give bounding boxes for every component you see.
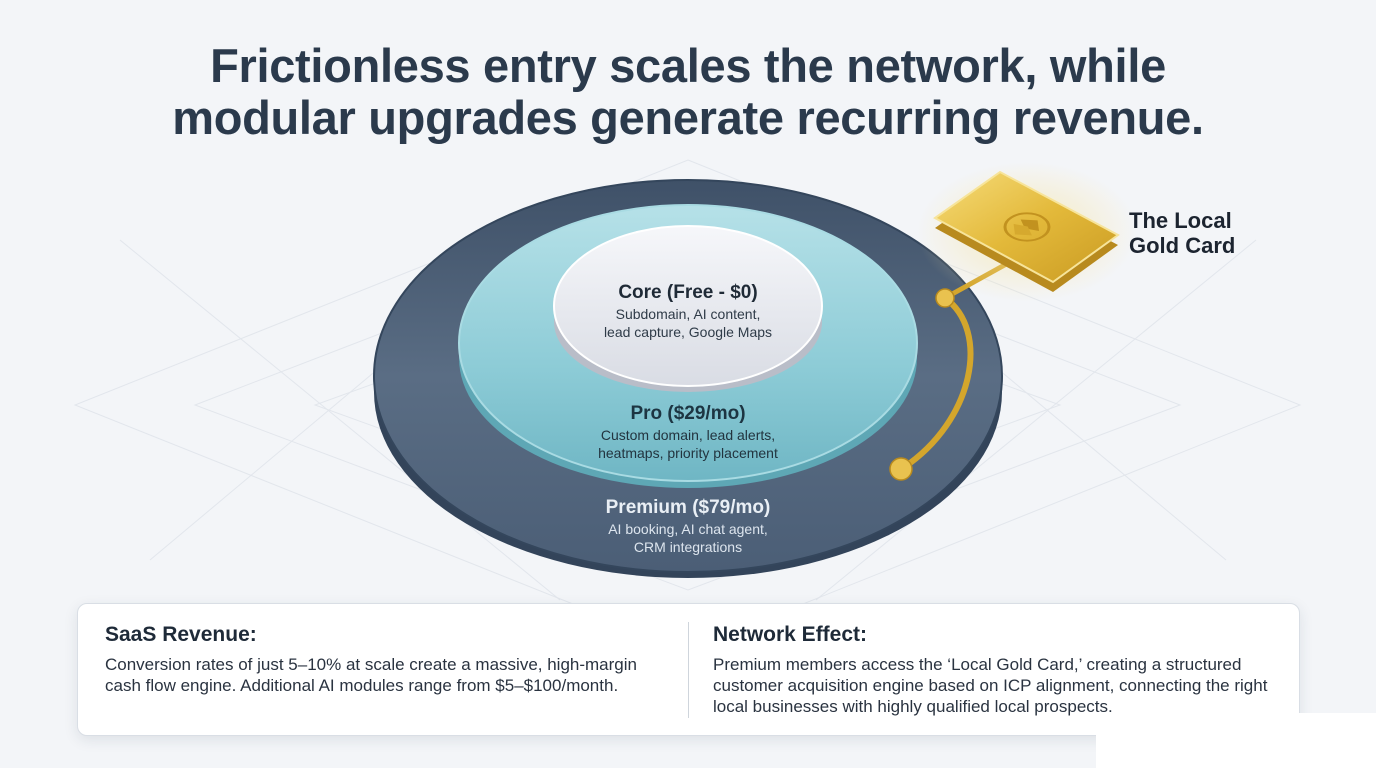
headline: Frictionless entry scales the network, w… xyxy=(0,40,1376,144)
network-effect-title: Network Effect: xyxy=(713,623,868,646)
core-tier-title: Core (Free - $0) xyxy=(618,282,758,303)
premium-tier-desc-line-1: AI booking, AI chat agent, xyxy=(608,521,768,537)
premium-tier-title: Premium ($79/mo) xyxy=(605,497,771,518)
headline-line-2: modular upgrades generate recurring reve… xyxy=(172,91,1204,144)
pro-tier-label: Pro ($29/mo) Custom domain, lead alerts,… xyxy=(548,402,828,462)
pro-tier-desc-line-1: Custom domain, lead alerts, xyxy=(600,427,776,443)
headline-line-1: Frictionless entry scales the network, w… xyxy=(210,39,1166,92)
pro-tier-desc-line-2: heatmaps, priority placement xyxy=(598,445,778,461)
network-effect-text: Premium members access the ‘Local Gold C… xyxy=(713,655,1268,716)
premium-tier-desc-line-2: CRM integrations xyxy=(633,539,743,555)
column-divider xyxy=(688,622,689,718)
pro-tier-title: Pro ($29/mo) xyxy=(630,403,746,424)
core-tier-label: Core (Free - $0) Subdomain, AI content, … xyxy=(548,281,828,341)
core-tier-disc xyxy=(553,225,823,392)
gold-card-label-line-2: Gold Card xyxy=(1129,233,1236,258)
summary-card: SaaS Revenue: Conversion rates of just 5… xyxy=(77,603,1300,736)
network-effect-column: Network Effect: Premium members access t… xyxy=(713,622,1288,717)
gold-card-emblem-icon xyxy=(1003,212,1051,242)
gold-card-label-line-1: The Local xyxy=(1129,208,1232,233)
core-tier-desc-line-2: lead capture, Google Maps xyxy=(603,324,773,340)
gold-card-label: The Local Gold Card xyxy=(1129,208,1289,258)
core-tier-desc-line-1: Subdomain, AI content, xyxy=(615,306,761,322)
saas-revenue-title: SaaS Revenue: xyxy=(105,623,257,646)
gold-card xyxy=(917,162,1137,302)
saas-revenue-column: SaaS Revenue: Conversion rates of just 5… xyxy=(105,622,665,696)
premium-tier-label: Premium ($79/mo) AI booking, AI chat age… xyxy=(548,496,828,556)
corner-patch xyxy=(1096,713,1376,768)
saas-revenue-text: Conversion rates of just 5–10% at scale … xyxy=(105,655,637,695)
